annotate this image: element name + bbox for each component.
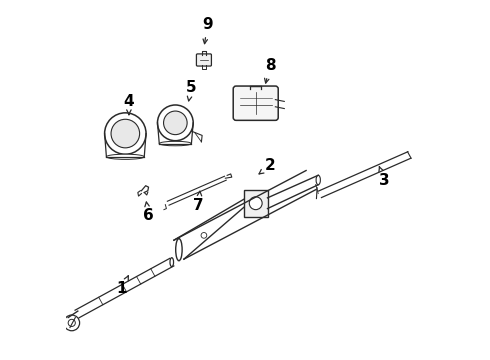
Ellipse shape [176, 239, 182, 261]
Text: 7: 7 [193, 191, 204, 212]
Ellipse shape [157, 105, 193, 141]
Text: 3: 3 [379, 167, 390, 188]
Text: 8: 8 [265, 58, 275, 83]
Text: 9: 9 [202, 17, 213, 44]
Text: 6: 6 [143, 202, 154, 223]
Ellipse shape [170, 258, 173, 267]
Text: 2: 2 [259, 158, 275, 174]
Ellipse shape [316, 175, 320, 185]
FancyBboxPatch shape [233, 86, 278, 120]
Ellipse shape [164, 111, 187, 135]
Ellipse shape [159, 141, 192, 146]
Circle shape [249, 197, 262, 210]
Polygon shape [244, 190, 268, 217]
Text: 4: 4 [123, 94, 134, 115]
Ellipse shape [104, 113, 146, 154]
Text: 1: 1 [117, 276, 128, 296]
Ellipse shape [106, 154, 144, 159]
FancyBboxPatch shape [196, 54, 211, 66]
Ellipse shape [111, 119, 140, 148]
Text: 5: 5 [186, 80, 196, 101]
